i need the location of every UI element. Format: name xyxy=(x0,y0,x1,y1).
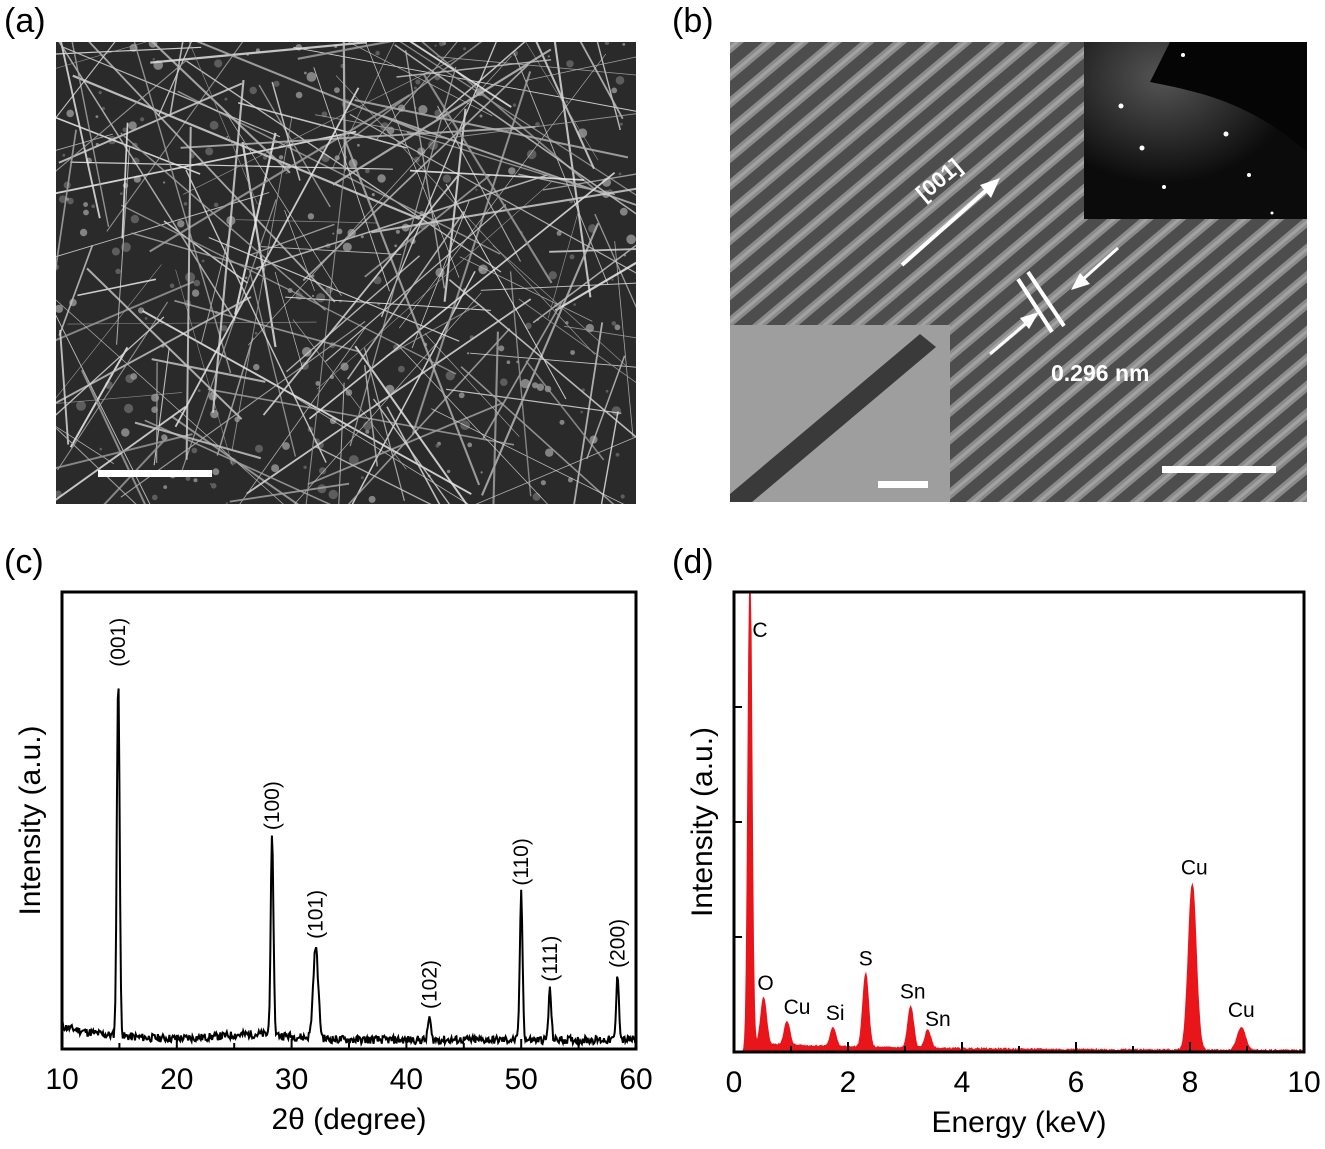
spectrum-area xyxy=(732,591,1305,1053)
peak-label: Si xyxy=(826,1002,845,1025)
panel-label-b: (b) xyxy=(672,2,714,40)
nanowire-tem-inset xyxy=(730,325,950,502)
eds-chart: C O Cu Si S Sn Sn Cu Cu 0 2 4 6 8 10 Energy (keV) Intens… xyxy=(686,590,1321,1139)
spectrum-line xyxy=(61,688,637,1048)
x-tick-label: 10 xyxy=(1287,1066,1320,1099)
x-tick-label: 20 xyxy=(160,1063,193,1096)
panel-label-c: (c) xyxy=(4,543,44,581)
peak-label: (110) xyxy=(510,838,533,885)
lattice-fringe-image: [001] 0.296 nm xyxy=(730,42,1307,502)
x-axis-label: 2θ (degree) xyxy=(271,1103,426,1136)
peak-label: Cu xyxy=(784,996,811,1019)
plot-frame xyxy=(732,590,1306,1054)
peak-label: (102) xyxy=(418,960,441,1009)
peak-label: (101) xyxy=(305,890,328,939)
panel-label-a: (a) xyxy=(4,2,46,40)
x-tick-label: 0 xyxy=(726,1066,743,1099)
scale-bar-a xyxy=(98,470,212,477)
peak-label: Sn xyxy=(925,1008,951,1031)
peak-label: (200) xyxy=(607,919,630,968)
panel-label-d: (d) xyxy=(672,543,714,581)
direction-arrow xyxy=(900,178,1000,267)
peak-point xyxy=(117,674,119,676)
y-axis-label: Intensity (a.u.) xyxy=(686,727,719,917)
xrd-chart: (001) (100) (101) (102) (110) (111) (200) 10 20 3… xyxy=(14,590,653,1136)
peak-label: S xyxy=(859,948,873,971)
lattice-spacing-marker xyxy=(989,246,1120,356)
peak-label: (001) xyxy=(107,618,130,667)
hrtem-image: [001] 0.296 nm xyxy=(730,42,1307,502)
peak-label: (100) xyxy=(261,781,284,830)
peak-label: Cu xyxy=(1181,857,1208,880)
x-tick-label: 10 xyxy=(45,1063,78,1096)
y-axis-label: Intensity (a.u.) xyxy=(14,725,47,915)
scale-bar-inset xyxy=(878,481,928,488)
x-tick-label: 40 xyxy=(390,1063,423,1096)
saed-inset xyxy=(1084,42,1307,219)
nanowire-mesh-image xyxy=(56,42,636,504)
scale-bar-b xyxy=(1162,466,1276,473)
spacing-label: 0.296 nm xyxy=(1051,360,1149,386)
peak-label: Sn xyxy=(900,981,926,1004)
x-tick-label: 4 xyxy=(954,1066,971,1099)
peak-label: O xyxy=(757,972,773,995)
x-tick-label: 2 xyxy=(840,1066,857,1099)
sem-image xyxy=(56,42,636,504)
x-tick-label: 8 xyxy=(1182,1066,1199,1099)
x-tick-label: 50 xyxy=(505,1063,538,1096)
x-tick-label: 6 xyxy=(1068,1066,1085,1099)
peak-label: (111) xyxy=(539,936,562,982)
x-tick-label: 30 xyxy=(275,1063,308,1096)
x-tick-label: 60 xyxy=(619,1063,652,1096)
peak-label: Cu xyxy=(1228,999,1255,1022)
peak-label: C xyxy=(752,619,767,642)
x-axis-label: Energy (keV) xyxy=(931,1106,1106,1139)
